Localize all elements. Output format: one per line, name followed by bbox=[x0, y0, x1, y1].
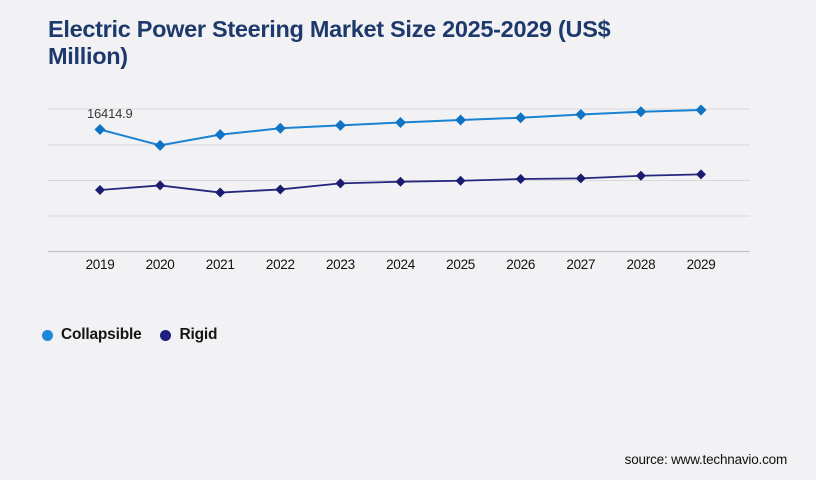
chart-marker-collapsible bbox=[154, 139, 166, 151]
legend-item-rigid[interactable]: Rigid bbox=[160, 326, 217, 344]
chart-title: Electric Power Steering Market Size 2025… bbox=[48, 16, 611, 69]
chart-marker-rigid bbox=[455, 175, 466, 186]
source-attribution: source: www.technavio.com bbox=[624, 452, 788, 467]
x-axis-tick-2019: 2019 bbox=[86, 257, 115, 272]
x-axis-tick-2020: 2020 bbox=[146, 257, 175, 272]
chart-marker-rigid bbox=[215, 187, 226, 198]
chart-marker-collapsible bbox=[575, 109, 587, 121]
chart-marker-rigid bbox=[575, 173, 586, 184]
x-axis-tick-2027: 2027 bbox=[566, 257, 595, 272]
x-axis-tick-2022: 2022 bbox=[266, 257, 295, 272]
x-axis-tick-2025: 2025 bbox=[446, 257, 475, 272]
legend-marker-rigid bbox=[160, 329, 172, 341]
chart-legend: Collapsible Rigid bbox=[42, 326, 217, 344]
chart-marker-collapsible bbox=[395, 116, 406, 128]
chart-marker-rigid bbox=[395, 176, 406, 187]
chart-marker-collapsible bbox=[214, 129, 226, 141]
chart-marker-rigid bbox=[335, 178, 346, 189]
chart-marker-rigid bbox=[635, 170, 646, 181]
legend-item-collapsible[interactable]: Collapsible bbox=[42, 326, 142, 344]
chart-marker-rigid bbox=[515, 174, 526, 185]
chart-marker-collapsible bbox=[635, 106, 647, 118]
chart-marker-collapsible bbox=[455, 114, 467, 126]
x-axis-tick-2023: 2023 bbox=[326, 257, 355, 272]
x-axis-tick-2024: 2024 bbox=[386, 257, 416, 272]
x-axis-tick-2029: 2029 bbox=[687, 257, 716, 272]
chart-marker-collapsible bbox=[515, 112, 527, 124]
chart-marker-collapsible bbox=[274, 122, 286, 134]
chart-marker-collapsible bbox=[94, 124, 106, 135]
chart-marker-rigid bbox=[155, 180, 166, 191]
chart-marker-collapsible bbox=[695, 104, 707, 116]
data-label-2019: 16414.9 bbox=[87, 106, 133, 121]
legend-label-rigid: Rigid bbox=[179, 326, 218, 343]
chart-marker-collapsible bbox=[334, 119, 346, 131]
chart-marker-rigid bbox=[696, 169, 706, 180]
chart-marker-rigid bbox=[275, 184, 286, 195]
legend-label-collapsible: Collapsible bbox=[61, 326, 142, 343]
x-axis-tick-2028: 2028 bbox=[626, 257, 655, 272]
legend-marker-collapsible bbox=[42, 329, 53, 341]
chart-marker-rigid bbox=[95, 185, 105, 196]
x-axis-tick-2021: 2021 bbox=[206, 257, 235, 272]
x-axis-tick-2026: 2026 bbox=[506, 257, 535, 272]
